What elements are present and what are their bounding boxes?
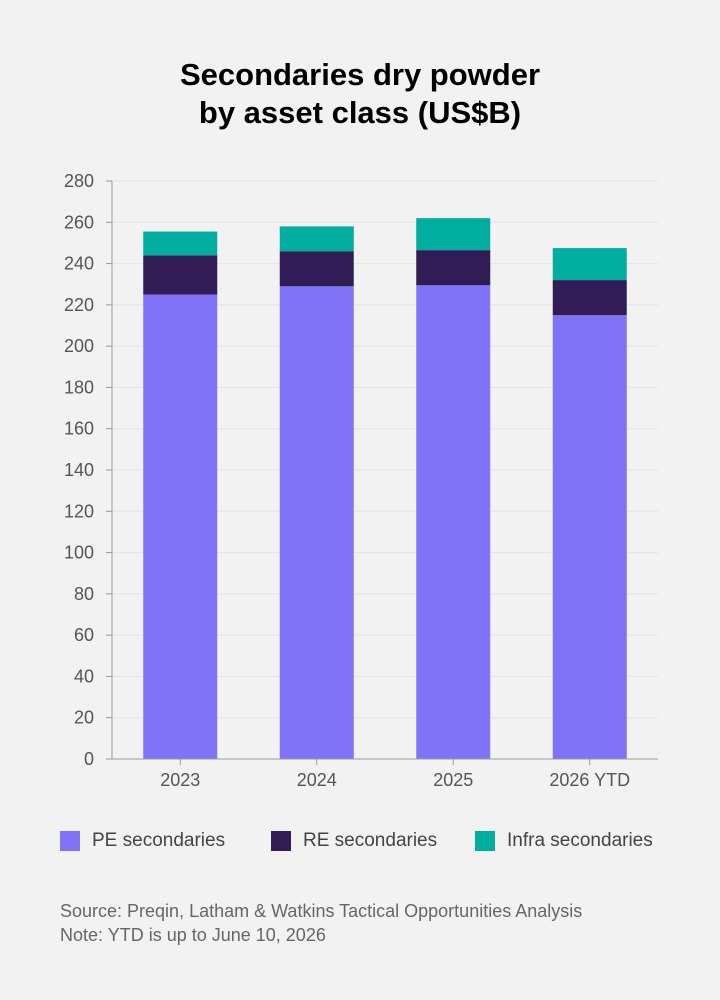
bar-segment bbox=[416, 218, 491, 251]
legend: PE secondaries RE secondaries Infra seco… bbox=[60, 830, 680, 854]
legend-item-re: RE secondaries bbox=[271, 830, 437, 852]
chart-title-line-2: by asset class (US$B) bbox=[198, 95, 522, 130]
bar-segment bbox=[143, 231, 218, 256]
x-tick-label: 2026 YTD bbox=[549, 770, 630, 790]
y-tick-label: 220 bbox=[64, 295, 94, 315]
bar-segment bbox=[552, 280, 627, 316]
legend-swatch-pe bbox=[60, 831, 80, 851]
y-tick-label: 60 bbox=[74, 625, 94, 645]
bar-segment bbox=[552, 248, 627, 281]
axes bbox=[106, 180, 658, 765]
y-tick-label: 100 bbox=[64, 543, 94, 563]
y-tick-label: 240 bbox=[64, 254, 94, 274]
bar-segment bbox=[279, 251, 354, 287]
note-line: Note: YTD is up to June 10, 2026 bbox=[60, 925, 326, 945]
y-tick-label: 180 bbox=[64, 377, 94, 397]
x-tick-label: 2024 bbox=[297, 770, 337, 790]
chart-title-line-1: Secondaries dry powder bbox=[179, 57, 541, 92]
x-tick-label: 2023 bbox=[160, 770, 200, 790]
y-tick-label: 280 bbox=[64, 171, 94, 191]
legend-label-re: RE secondaries bbox=[303, 830, 438, 851]
legend-swatch-infra bbox=[475, 831, 495, 851]
bar-segment bbox=[552, 315, 627, 759]
bar-segment bbox=[416, 250, 491, 286]
y-tick-label: 40 bbox=[74, 666, 94, 686]
bar-segment bbox=[279, 226, 354, 252]
legend-item-pe: PE secondaries bbox=[60, 830, 225, 852]
x-tick-labels: 2023 2024 2025 2026 YTD bbox=[160, 770, 630, 790]
bar-segment bbox=[416, 285, 491, 759]
y-tick-label: 160 bbox=[64, 419, 94, 439]
bar-segment bbox=[143, 255, 218, 295]
legend-label-pe: PE secondaries bbox=[92, 830, 226, 851]
bars bbox=[143, 218, 627, 759]
y-tick-label: 260 bbox=[64, 212, 94, 232]
x-tick-label: 2025 bbox=[433, 770, 473, 790]
legend-swatch-re bbox=[271, 831, 291, 851]
y-tick-label: 200 bbox=[64, 336, 94, 356]
stacked-bar-chart: 020406080100120140160180200220240260280 … bbox=[64, 171, 658, 790]
bar-segment bbox=[279, 286, 354, 759]
legend-label-infra: Infra secondaries bbox=[507, 830, 653, 851]
y-tick-label: 140 bbox=[64, 460, 94, 480]
chart-title: Secondaries dry powder by asset class (U… bbox=[0, 56, 720, 132]
y-tick-label: 120 bbox=[64, 501, 94, 521]
source-line: Source: Preqin, Latham & Watkins Tactica… bbox=[60, 901, 583, 921]
y-tick-label: 0 bbox=[84, 749, 94, 769]
source-note: Source: Preqin, Latham & Watkins Tactica… bbox=[60, 899, 700, 947]
bar-segment bbox=[143, 294, 218, 759]
y-tick-label: 80 bbox=[74, 584, 94, 604]
y-tick-label: 20 bbox=[74, 708, 94, 728]
y-tick-labels: 0 20 40 60 80 100 120 140 160 180 200 220 240 260 280 bbox=[64, 171, 94, 769]
legend-item-infra: Infra secondaries bbox=[475, 830, 653, 852]
